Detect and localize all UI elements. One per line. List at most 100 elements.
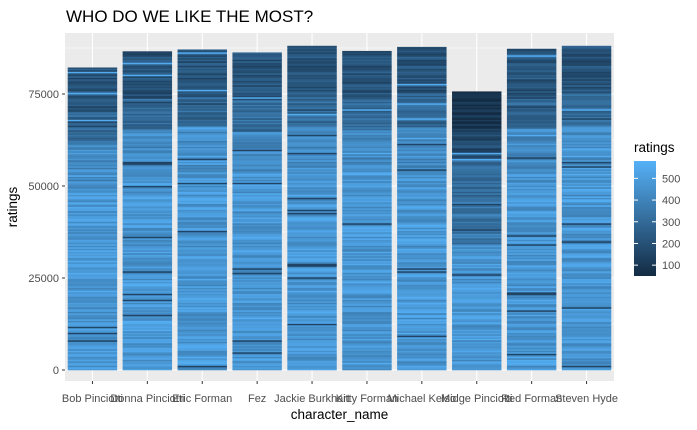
- bar-segment: [122, 244, 173, 246]
- bar-segment: [287, 148, 337, 150]
- bar-segment: [177, 119, 227, 122]
- bar-segment: [287, 283, 337, 285]
- bar-segment: [232, 152, 282, 155]
- bar-segment: [232, 170, 282, 173]
- bar-segment: [397, 328, 447, 330]
- bar-segment: [287, 325, 337, 327]
- bar-segment: [177, 349, 227, 351]
- bar-segment: [342, 325, 392, 327]
- bar-segment: [287, 251, 337, 254]
- bar-segment: [506, 193, 557, 195]
- x-tick-label: Midge Pinciotti: [441, 393, 513, 405]
- bar-segment: [122, 104, 173, 107]
- bar-segment: [232, 197, 282, 200]
- bar-segment: [177, 313, 227, 315]
- bar-segment: [232, 149, 282, 152]
- bar-segment: [122, 289, 173, 291]
- bar-segment: [287, 302, 337, 305]
- bar-segment: [397, 163, 447, 165]
- bar-segment: [397, 262, 447, 264]
- bar-segment: [232, 218, 282, 221]
- bar-segment: [342, 142, 392, 144]
- bar-segment: [287, 265, 337, 267]
- bar-segment: [342, 353, 392, 356]
- bar-segment: [452, 319, 502, 321]
- bar-segment: [397, 284, 447, 287]
- bar-segment: [232, 347, 282, 350]
- bar-segment: [67, 238, 118, 240]
- bar-segment: [561, 104, 612, 107]
- bar-segment: [232, 344, 282, 347]
- bar-segment: [342, 355, 392, 357]
- bar-segment: [177, 190, 227, 192]
- bar-segment: [177, 260, 227, 263]
- bar-segment: [506, 190, 557, 192]
- bar-segment: [561, 278, 612, 281]
- bar-segment: [561, 80, 612, 83]
- bar-segment: [561, 331, 612, 333]
- bar-segment: [452, 106, 502, 108]
- bar-segment: [506, 281, 557, 284]
- bar-segment: [232, 232, 282, 234]
- bar-segment: [506, 368, 557, 371]
- bar-segment: [67, 278, 118, 281]
- bar-segment: [67, 292, 118, 294]
- bar-segment: [122, 65, 173, 68]
- bar-segment: [506, 70, 557, 72]
- bar-segment: [287, 49, 337, 51]
- bar-segment: [232, 179, 282, 182]
- bar-segment: [177, 277, 227, 279]
- bar-segment: [506, 53, 557, 56]
- bar-segment: [397, 340, 447, 342]
- bar-segment: [452, 154, 502, 156]
- bar-segment: [506, 269, 557, 272]
- bar-segment: [506, 331, 557, 333]
- bar-segment: [122, 107, 173, 110]
- bar-segment: [67, 319, 118, 321]
- bar-segment: [561, 65, 612, 68]
- bar-segment: [452, 298, 502, 300]
- bar-segment: [561, 364, 612, 366]
- bar-segment: [397, 347, 447, 350]
- bar-segment: [122, 302, 173, 305]
- bar-segment: [452, 274, 502, 276]
- bar-segment: [342, 248, 392, 251]
- bar-segment: [287, 293, 337, 296]
- bar-segment: [232, 260, 282, 263]
- bar-segment: [397, 263, 447, 266]
- bar-segment: [287, 289, 337, 291]
- bar-segment: [561, 199, 612, 201]
- bar-segment: [561, 68, 612, 71]
- bar-segment: [232, 250, 282, 252]
- bar-segment: [561, 190, 612, 192]
- bar-segment: [561, 101, 612, 104]
- bar-segment: [397, 82, 447, 84]
- bar-segment: [397, 205, 447, 207]
- bar-segment: [561, 337, 612, 339]
- bar-segment: [287, 101, 337, 104]
- bar-segment: [67, 89, 118, 92]
- bar-segment: [177, 308, 227, 311]
- x-tick-label: Fez: [248, 393, 266, 405]
- bar-segment: [506, 196, 557, 198]
- bar-segment: [122, 223, 173, 225]
- bar-segment: [122, 62, 173, 65]
- bar-segment: [67, 271, 118, 273]
- bar-segment: [561, 85, 612, 87]
- bar-segment: [67, 202, 118, 204]
- bar-segment: [561, 121, 612, 123]
- bar-segment: [177, 125, 227, 128]
- bar-segment: [397, 124, 447, 126]
- bar-segment: [177, 223, 227, 225]
- bar-segment: [561, 130, 612, 132]
- bar-segment: [506, 235, 557, 237]
- bar-segment: [287, 344, 337, 347]
- bar-segment: [232, 304, 282, 306]
- bar-segment: [506, 58, 557, 60]
- bar-segment: [67, 79, 118, 81]
- bar-segment: [122, 266, 173, 269]
- bar-segment: [177, 236, 227, 239]
- bar-segment: [122, 64, 173, 66]
- bar-segment: [287, 149, 337, 152]
- bar-segment: [232, 188, 282, 191]
